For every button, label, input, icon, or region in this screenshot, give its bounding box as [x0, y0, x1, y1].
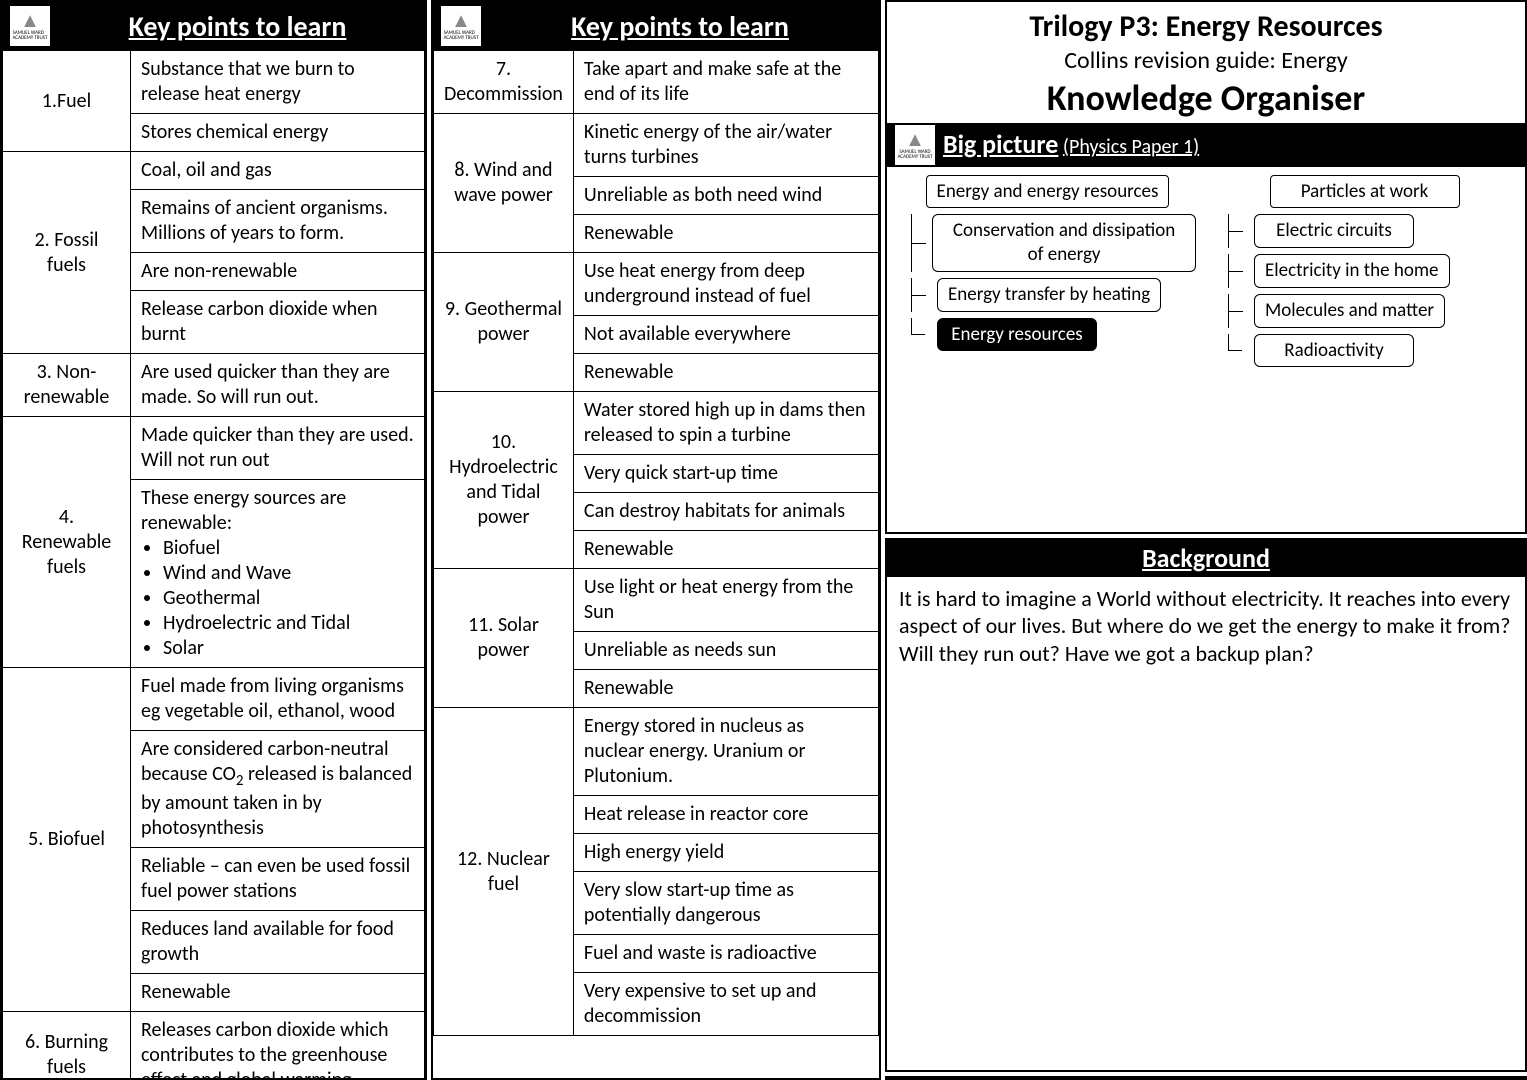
tree-node: Electricity in the home — [1254, 254, 1450, 288]
trust-logo: ▲SAMUEL WARDACADEMY TRUST — [441, 6, 481, 46]
table-row: 8. Wind and wave powerKinetic energy of … — [434, 114, 879, 177]
definition-cell: Renewable — [573, 531, 878, 569]
background-header: Background — [887, 540, 1525, 577]
table-row: 9. Geothermal powerUse heat energy from … — [434, 253, 879, 316]
key-points-table-1: 1.FuelSubstance that we burn to release … — [2, 50, 425, 1080]
term-cell: 10. Hydroelectric and Tidal power — [434, 392, 574, 569]
definition-cell: Renewable — [573, 215, 878, 253]
definition-cell: Fuel made from living organisms eg veget… — [131, 668, 425, 731]
definition-cell: Stores chemical energy — [131, 114, 425, 152]
term-cell: 3. Non-renewable — [3, 354, 131, 417]
term-cell: 6. Burning fuels — [3, 1011, 131, 1080]
term-cell: 7. Decommission — [434, 51, 574, 114]
definition-cell: Very quick start-up time — [573, 455, 878, 493]
definition-cell: Releases carbon dioxide which contribute… — [131, 1011, 425, 1080]
table-row: 12. Nuclear fuelEnergy stored in nucleus… — [434, 708, 879, 796]
key-points-panel-2: ▲SAMUEL WARDACADEMY TRUST Key points to … — [431, 0, 881, 1080]
tree-node: Conservation and dissipation of energy — [932, 214, 1196, 272]
definition-cell: Renewable — [573, 670, 878, 708]
definition-cell: Energy stored in nucleus as nuclear ener… — [573, 708, 878, 796]
definition-cell: Kinetic energy of the air/water turns tu… — [573, 114, 878, 177]
right-column: Trilogy P3: Energy Resources Collins rev… — [885, 0, 1527, 1080]
definition-cell: Take apart and make safe at the end of i… — [573, 51, 878, 114]
term-cell: 8. Wind and wave power — [434, 114, 574, 253]
definition-cell: Heat release in reactor core — [573, 796, 878, 834]
definition-cell: Use heat energy from deep underground in… — [573, 253, 878, 316]
tree-node: Molecules and matter — [1254, 294, 1445, 328]
table-row: 2. Fossil fuelsCoal, oil and gas — [3, 152, 425, 190]
definition-cell: Made quicker than they are used. Will no… — [131, 417, 425, 480]
definition-cell: These energy sources are renewable:Biofu… — [131, 480, 425, 668]
table-row: 6. Burning fuelsReleases carbon dioxide … — [3, 1011, 425, 1080]
table-row: 3. Non-renewableAre used quicker than th… — [3, 354, 425, 417]
key-points-title-1: Key points to learn — [58, 9, 417, 44]
key-points-header-1: ▲SAMUEL WARDACADEMY TRUST Key points to … — [2, 2, 425, 50]
background-title: Background — [895, 542, 1517, 575]
tree-node: Electric circuits — [1254, 214, 1414, 248]
definition-cell: Reliable – can even be used fossil fuel … — [131, 847, 425, 910]
term-cell: 2. Fossil fuels — [3, 152, 131, 354]
tree-root: Energy and energy resources — [926, 175, 1170, 209]
doc-title-3: Knowledge Organiser — [895, 76, 1517, 121]
term-cell: 1.Fuel — [3, 51, 131, 152]
title-box: Trilogy P3: Energy Resources Collins rev… — [885, 0, 1527, 534]
definition-cell: Fuel and waste is radioactive — [573, 935, 878, 973]
term-cell: 12. Nuclear fuel — [434, 708, 574, 1036]
key-points-title-2: Key points to learn — [489, 9, 871, 44]
definition-cell: Water stored high up in dams then releas… — [573, 392, 878, 455]
definition-cell: Unreliable as both need wind — [573, 177, 878, 215]
definition-cell: Can destroy habitats for animals — [573, 493, 878, 531]
page: ▲SAMUEL WARDACADEMY TRUST Key points to … — [0, 0, 1527, 1080]
table-row: 7. DecommissionTake apart and make safe … — [434, 51, 879, 114]
doc-title-2: Collins revision guide: Energy — [895, 46, 1517, 76]
definition-cell: Very expensive to set up and decommissio… — [573, 973, 878, 1036]
definition-cell: High energy yield — [573, 834, 878, 872]
big-picture-tree: Energy and energy resources Conservation … — [887, 167, 1525, 376]
definition-cell: Substance that we burn to release heat e… — [131, 51, 425, 114]
table-row: 4. Renewable fuelsMade quicker than they… — [3, 417, 425, 480]
big-picture-header: ▲SAMUEL WARDACADEMY TRUST Big picture (P… — [887, 123, 1525, 167]
term-cell: 4. Renewable fuels — [3, 417, 131, 668]
definition-cell: Renewable — [131, 973, 425, 1011]
definition-cell: Remains of ancient organisms. Millions o… — [131, 190, 425, 253]
definition-cell: Coal, oil and gas — [131, 152, 425, 190]
big-picture-sub: (Physics Paper 1) — [1063, 135, 1199, 159]
term-cell: 11. Solar power — [434, 569, 574, 708]
definition-cell: Not available everywhere — [573, 316, 878, 354]
term-cell: 9. Geothermal power — [434, 253, 574, 392]
definition-cell: Very slow start-up time as potentially d… — [573, 872, 878, 935]
background-box: Background It is hard to imagine a World… — [885, 538, 1527, 1072]
definition-cell: Renewable — [573, 354, 878, 392]
title-head: Trilogy P3: Energy Resources Collins rev… — [887, 2, 1525, 123]
table-row: 10. Hydroelectric and Tidal powerWater s… — [434, 392, 879, 455]
trust-logo: ▲SAMUEL WARDACADEMY TRUST — [10, 6, 50, 46]
background-text: It is hard to imagine a World without el… — [887, 577, 1525, 676]
definition-cell: Unreliable as needs sun — [573, 632, 878, 670]
table-row: 1.FuelSubstance that we burn to release … — [3, 51, 425, 114]
definition-cell: Use light or heat energy from the Sun — [573, 569, 878, 632]
key-points-header-2: ▲SAMUEL WARDACADEMY TRUST Key points to … — [433, 2, 879, 50]
table-row: 5. BiofuelFuel made from living organism… — [3, 668, 425, 731]
definition-cell: Are used quicker than they are made. So … — [131, 354, 425, 417]
additional-box: Additional To make electricity, we usual… — [885, 1076, 1527, 1080]
definition-cell: Are non-renewable — [131, 253, 425, 291]
table-row: 11. Solar powerUse light or heat energy … — [434, 569, 879, 632]
tree-node: Radioactivity — [1254, 334, 1414, 368]
key-points-table-2: 7. DecommissionTake apart and make safe … — [433, 50, 879, 1036]
term-cell: 5. Biofuel — [3, 668, 131, 1012]
definition-cell: Are considered carbon-neutral because CO… — [131, 731, 425, 848]
doc-title-1: Trilogy P3: Energy Resources — [895, 8, 1517, 46]
tree-root: Particles at work — [1270, 175, 1460, 209]
definition-cell: Release carbon dioxide when burnt — [131, 291, 425, 354]
trust-logo: ▲SAMUEL WARDACADEMY TRUST — [895, 125, 935, 165]
big-picture-title: Big picture — [943, 128, 1058, 160]
definition-cell: Reduces land available for food growth — [131, 910, 425, 973]
tree-node: Energy transfer by heating — [937, 278, 1161, 312]
key-points-panel-1: ▲SAMUEL WARDACADEMY TRUST Key points to … — [0, 0, 427, 1080]
tree-node: Energy resources — [937, 318, 1097, 352]
